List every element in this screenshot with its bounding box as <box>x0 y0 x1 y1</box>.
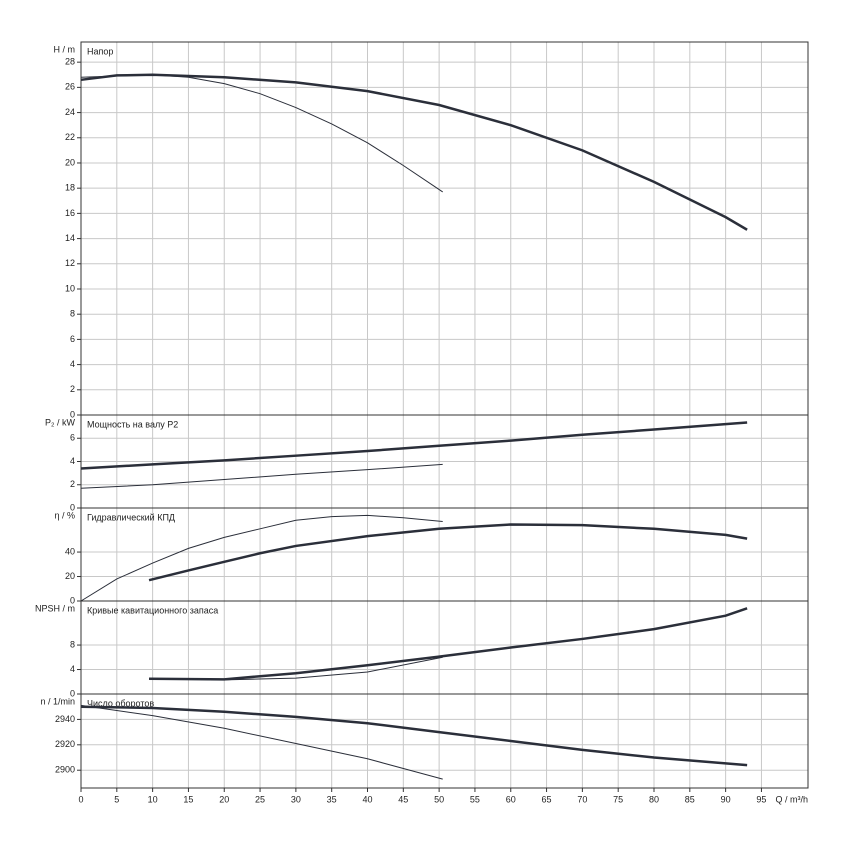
y-tick-label: 20 <box>65 571 75 581</box>
curve <box>80 514 443 602</box>
x-tick-label: 0 <box>78 794 83 804</box>
x-tick-label: 40 <box>362 794 372 804</box>
panel-title: Кривые кавитационного запаса <box>87 605 218 615</box>
y-tick-label: 8 <box>70 309 75 319</box>
y-axis-label: NPSH / m <box>35 603 75 613</box>
y-tick-label: 12 <box>65 258 75 268</box>
y-tick-label: 14 <box>65 233 75 243</box>
y-tick-label: 4 <box>70 359 75 369</box>
curve <box>80 463 443 489</box>
y-tick-label: 0 <box>70 502 75 512</box>
y-tick-label: 26 <box>65 82 75 92</box>
y-tick-label: 2940 <box>55 714 75 724</box>
y-tick-label: 16 <box>65 208 75 218</box>
curve <box>80 74 443 193</box>
x-tick-label: 65 <box>542 794 552 804</box>
curve <box>149 607 748 681</box>
y-tick-label: 22 <box>65 132 75 142</box>
panel-title: Число оборотов <box>87 698 154 708</box>
y-tick-label: 24 <box>65 107 75 117</box>
x-tick-label: 25 <box>255 794 265 804</box>
curve <box>80 421 748 470</box>
curve <box>149 656 443 681</box>
curve <box>80 73 748 231</box>
y-tick-label: 4 <box>70 664 75 674</box>
x-tick-label: 15 <box>183 794 193 804</box>
panel-frame <box>80 507 809 602</box>
y-tick-label: 4 <box>70 456 75 466</box>
x-tick-label: 35 <box>327 794 337 804</box>
panel-title: Мощность на валу P2 <box>87 419 178 429</box>
y-tick-label: 0 <box>70 595 75 605</box>
panel-frame <box>80 693 809 789</box>
x-tick-label: 5 <box>114 794 119 804</box>
panel-frame <box>80 41 809 416</box>
y-tick-label: 0 <box>70 409 75 419</box>
curve <box>80 705 748 767</box>
y-tick-label: 8 <box>70 639 75 649</box>
y-tick-label: 40 <box>65 546 75 556</box>
x-tick-label: 80 <box>649 794 659 804</box>
x-tick-label: 50 <box>434 794 444 804</box>
y-tick-label: 20 <box>65 157 75 167</box>
x-tick-label: 45 <box>398 794 408 804</box>
x-tick-label: 85 <box>685 794 695 804</box>
y-tick-label: 2 <box>70 384 75 394</box>
x-tick-label: 60 <box>506 794 516 804</box>
y-tick-label: 6 <box>70 334 75 344</box>
y-tick-label: 2 <box>70 479 75 489</box>
x-tick-label: 95 <box>756 794 766 804</box>
x-tick-label: 70 <box>577 794 587 804</box>
y-tick-label: 2900 <box>55 765 75 775</box>
panel-title: Напор <box>87 46 113 56</box>
curve <box>148 523 748 582</box>
x-tick-label: 55 <box>470 794 480 804</box>
y-tick-label: 28 <box>65 57 75 67</box>
x-tick-label: 20 <box>219 794 229 804</box>
y-axis-label: n / 1/min <box>40 696 75 706</box>
x-tick-label: 10 <box>148 794 158 804</box>
x-tick-label: 30 <box>291 794 301 804</box>
x-tick-label: 75 <box>613 794 623 804</box>
y-tick-label: 10 <box>65 283 75 293</box>
y-tick-label: 2920 <box>55 739 75 749</box>
y-axis-label: H / m <box>54 44 76 54</box>
y-tick-label: 6 <box>70 433 75 443</box>
y-axis-label: P₂ / kW <box>45 417 75 427</box>
y-axis-label: η / % <box>54 510 75 520</box>
panel-title: Гидравлический КПД <box>87 512 175 522</box>
x-tick-label: 90 <box>721 794 731 804</box>
x-axis-label: Q / m³/h <box>775 794 808 804</box>
y-tick-label: 0 <box>70 688 75 698</box>
curve <box>80 704 443 780</box>
y-tick-label: 18 <box>65 183 75 193</box>
